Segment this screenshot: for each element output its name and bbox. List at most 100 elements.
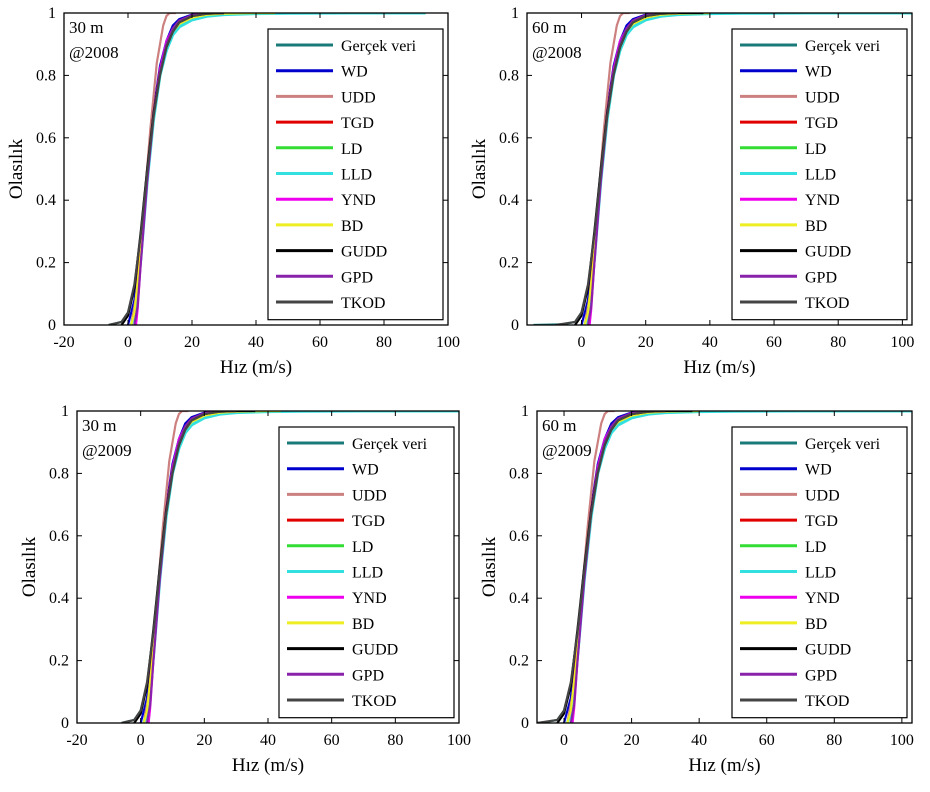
x-tick-label: -20 bbox=[53, 334, 74, 351]
y-tick-label: 0.2 bbox=[509, 653, 529, 670]
legend-label: YND bbox=[352, 590, 387, 607]
x-axis-label: Hız (m/s) bbox=[232, 755, 304, 776]
y-tick-label: 1 bbox=[511, 5, 519, 22]
legend-label: WD bbox=[341, 64, 368, 81]
y-tick-label: 0.8 bbox=[499, 67, 519, 84]
legend-label: GUDD bbox=[341, 244, 387, 261]
panel-annotation: @2009 bbox=[82, 441, 132, 460]
y-tick-label: 0.8 bbox=[36, 67, 56, 84]
y-tick-label: 0.6 bbox=[36, 130, 56, 147]
series-lines bbox=[533, 13, 912, 325]
legend-label: GPD bbox=[352, 667, 384, 684]
y-tick-label: 0.8 bbox=[509, 465, 529, 482]
legend-label: Gerçek veri bbox=[805, 436, 881, 453]
legend-label: GUDD bbox=[352, 642, 398, 659]
legend-label: WD bbox=[805, 64, 832, 81]
legend-label: YND bbox=[805, 192, 840, 209]
legend-label: TGD bbox=[341, 115, 374, 132]
x-tick-label: 100 bbox=[890, 334, 914, 351]
series-line-tkod bbox=[108, 13, 225, 325]
chart-panel-2: 0 0.2 0.4 0.6 0.8 1 0 20 40 60 80 100 Hız (m/s) Olası… bbox=[469, 5, 914, 378]
x-tick-label: 0 bbox=[560, 732, 568, 749]
series-line-ger-ek-veri bbox=[121, 411, 256, 723]
x-tick-label: 40 bbox=[248, 334, 264, 351]
legend-label: GPD bbox=[805, 667, 837, 684]
legend-label: LD bbox=[805, 141, 826, 158]
y-tick-label: 0 bbox=[511, 317, 519, 334]
panel-annotation: 30 m bbox=[82, 416, 116, 435]
legend-label: YND bbox=[805, 590, 840, 607]
x-tick-label: 20 bbox=[624, 732, 640, 749]
legend-label: BD bbox=[805, 218, 827, 235]
x-tick-label: 80 bbox=[387, 732, 403, 749]
legend-label: TGD bbox=[805, 115, 838, 132]
legend-label: UDD bbox=[341, 89, 376, 106]
legend-label: LD bbox=[352, 539, 373, 556]
legend-label: TKOD bbox=[352, 693, 396, 710]
panel-annotation: @2008 bbox=[69, 43, 119, 62]
y-tick-label: 0.6 bbox=[49, 528, 69, 545]
y-tick-label: 0.6 bbox=[509, 528, 529, 545]
x-tick-label: 20 bbox=[196, 732, 212, 749]
x-tick-label: 20 bbox=[638, 334, 654, 351]
panel-annotation: 60 m bbox=[532, 18, 566, 37]
y-tick-label: 0 bbox=[521, 715, 529, 732]
legend-label: TGD bbox=[805, 513, 838, 530]
x-tick-label: 0 bbox=[578, 334, 586, 351]
x-tick-label: 80 bbox=[376, 334, 392, 351]
x-tick-label: 60 bbox=[766, 334, 782, 351]
y-tick-label: 0.2 bbox=[499, 255, 519, 272]
legend-label: LLD bbox=[805, 565, 836, 582]
y-tick-label: 0.4 bbox=[49, 590, 69, 607]
legend-label: TKOD bbox=[341, 295, 385, 312]
legend-label: UDD bbox=[805, 487, 840, 504]
legend-label: LLD bbox=[341, 167, 372, 184]
series-line-tkod bbox=[537, 411, 666, 723]
legend-label: YND bbox=[341, 192, 376, 209]
legend-label: UDD bbox=[352, 487, 387, 504]
legend-box bbox=[731, 426, 908, 719]
panel-annotation: 30 m bbox=[69, 18, 103, 37]
series-line-bd bbox=[142, 411, 281, 723]
legend-label: LLD bbox=[805, 167, 836, 184]
legend-label: Gerçek veri bbox=[341, 38, 417, 55]
x-tick-label: 80 bbox=[826, 732, 842, 749]
panel-annotation: @2009 bbox=[542, 441, 592, 460]
x-axis-label: Hız (m/s) bbox=[220, 357, 292, 378]
x-tick-label: -20 bbox=[66, 732, 87, 749]
legend-label: GUDD bbox=[805, 642, 851, 659]
x-tick-label: 20 bbox=[184, 334, 200, 351]
legend-label: UDD bbox=[805, 89, 840, 106]
x-tick-label: 0 bbox=[137, 732, 145, 749]
x-tick-label: 100 bbox=[890, 732, 914, 749]
y-tick-label: 1 bbox=[61, 403, 69, 420]
x-tick-label: 40 bbox=[691, 732, 707, 749]
y-tick-label: 1 bbox=[521, 403, 529, 420]
y-axis-label: Olasılık bbox=[19, 536, 40, 597]
series-line-bd bbox=[130, 13, 276, 325]
y-tick-label: 0 bbox=[48, 317, 56, 334]
y-axis-label: Olasılık bbox=[479, 536, 500, 597]
legend-label: GUDD bbox=[805, 244, 851, 261]
legend-label: WD bbox=[805, 462, 832, 479]
y-tick-label: 1 bbox=[48, 5, 56, 22]
legend-label: Gerçek veri bbox=[352, 436, 428, 453]
x-tick-label: 100 bbox=[447, 732, 471, 749]
legend-label: TKOD bbox=[805, 295, 849, 312]
legend-label: BD bbox=[352, 616, 374, 633]
axes-frame bbox=[536, 410, 913, 724]
x-tick-label: 60 bbox=[312, 334, 328, 351]
legend-label: TGD bbox=[352, 513, 385, 530]
legend-label: GPD bbox=[805, 269, 837, 286]
y-tick-label: 0.2 bbox=[36, 255, 56, 272]
axes-frame bbox=[526, 12, 913, 326]
x-tick-label: 100 bbox=[436, 334, 460, 351]
x-tick-label: 60 bbox=[324, 732, 340, 749]
legend-label: BD bbox=[805, 616, 827, 633]
series-line-tkod bbox=[121, 411, 237, 723]
y-tick-label: 0.2 bbox=[49, 653, 69, 670]
x-axis-label: Hız (m/s) bbox=[683, 357, 755, 378]
